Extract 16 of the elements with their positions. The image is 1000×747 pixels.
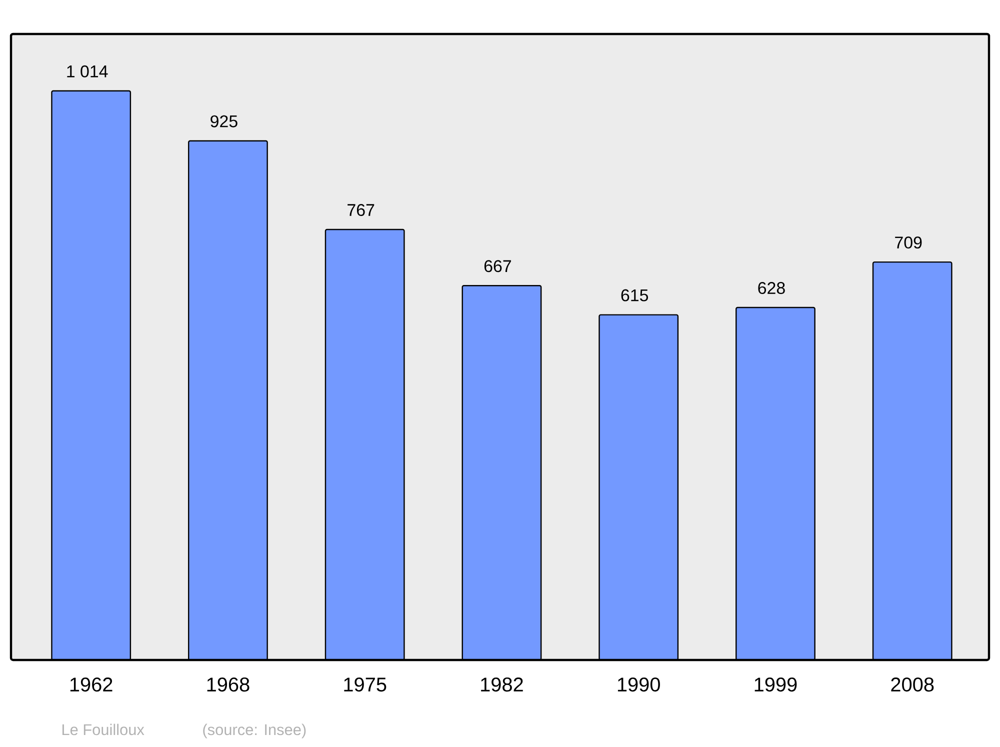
data-label: 628 (758, 282, 785, 294)
text: Le Fouilloux (62, 724, 144, 736)
x-tick-label: 1990 (618, 678, 660, 692)
x-tick-label: 1975 (344, 678, 386, 692)
data-label: 709 (895, 236, 922, 249)
data-label: 925 (210, 115, 238, 128)
x-tick-label: 1982 (481, 678, 523, 692)
x-tick-label: 1999 (754, 678, 797, 692)
x-tick-label: 1968 (207, 678, 250, 692)
data-label: 667 (484, 260, 511, 272)
data-label: 615 (621, 289, 648, 302)
x-tick-label: 1962 (70, 678, 112, 692)
data-label: 1 014 (67, 65, 108, 78)
text: (source: Insee) (203, 724, 306, 738)
x-tick-label: 2008 (891, 678, 934, 692)
data-label: 767 (348, 204, 374, 216)
